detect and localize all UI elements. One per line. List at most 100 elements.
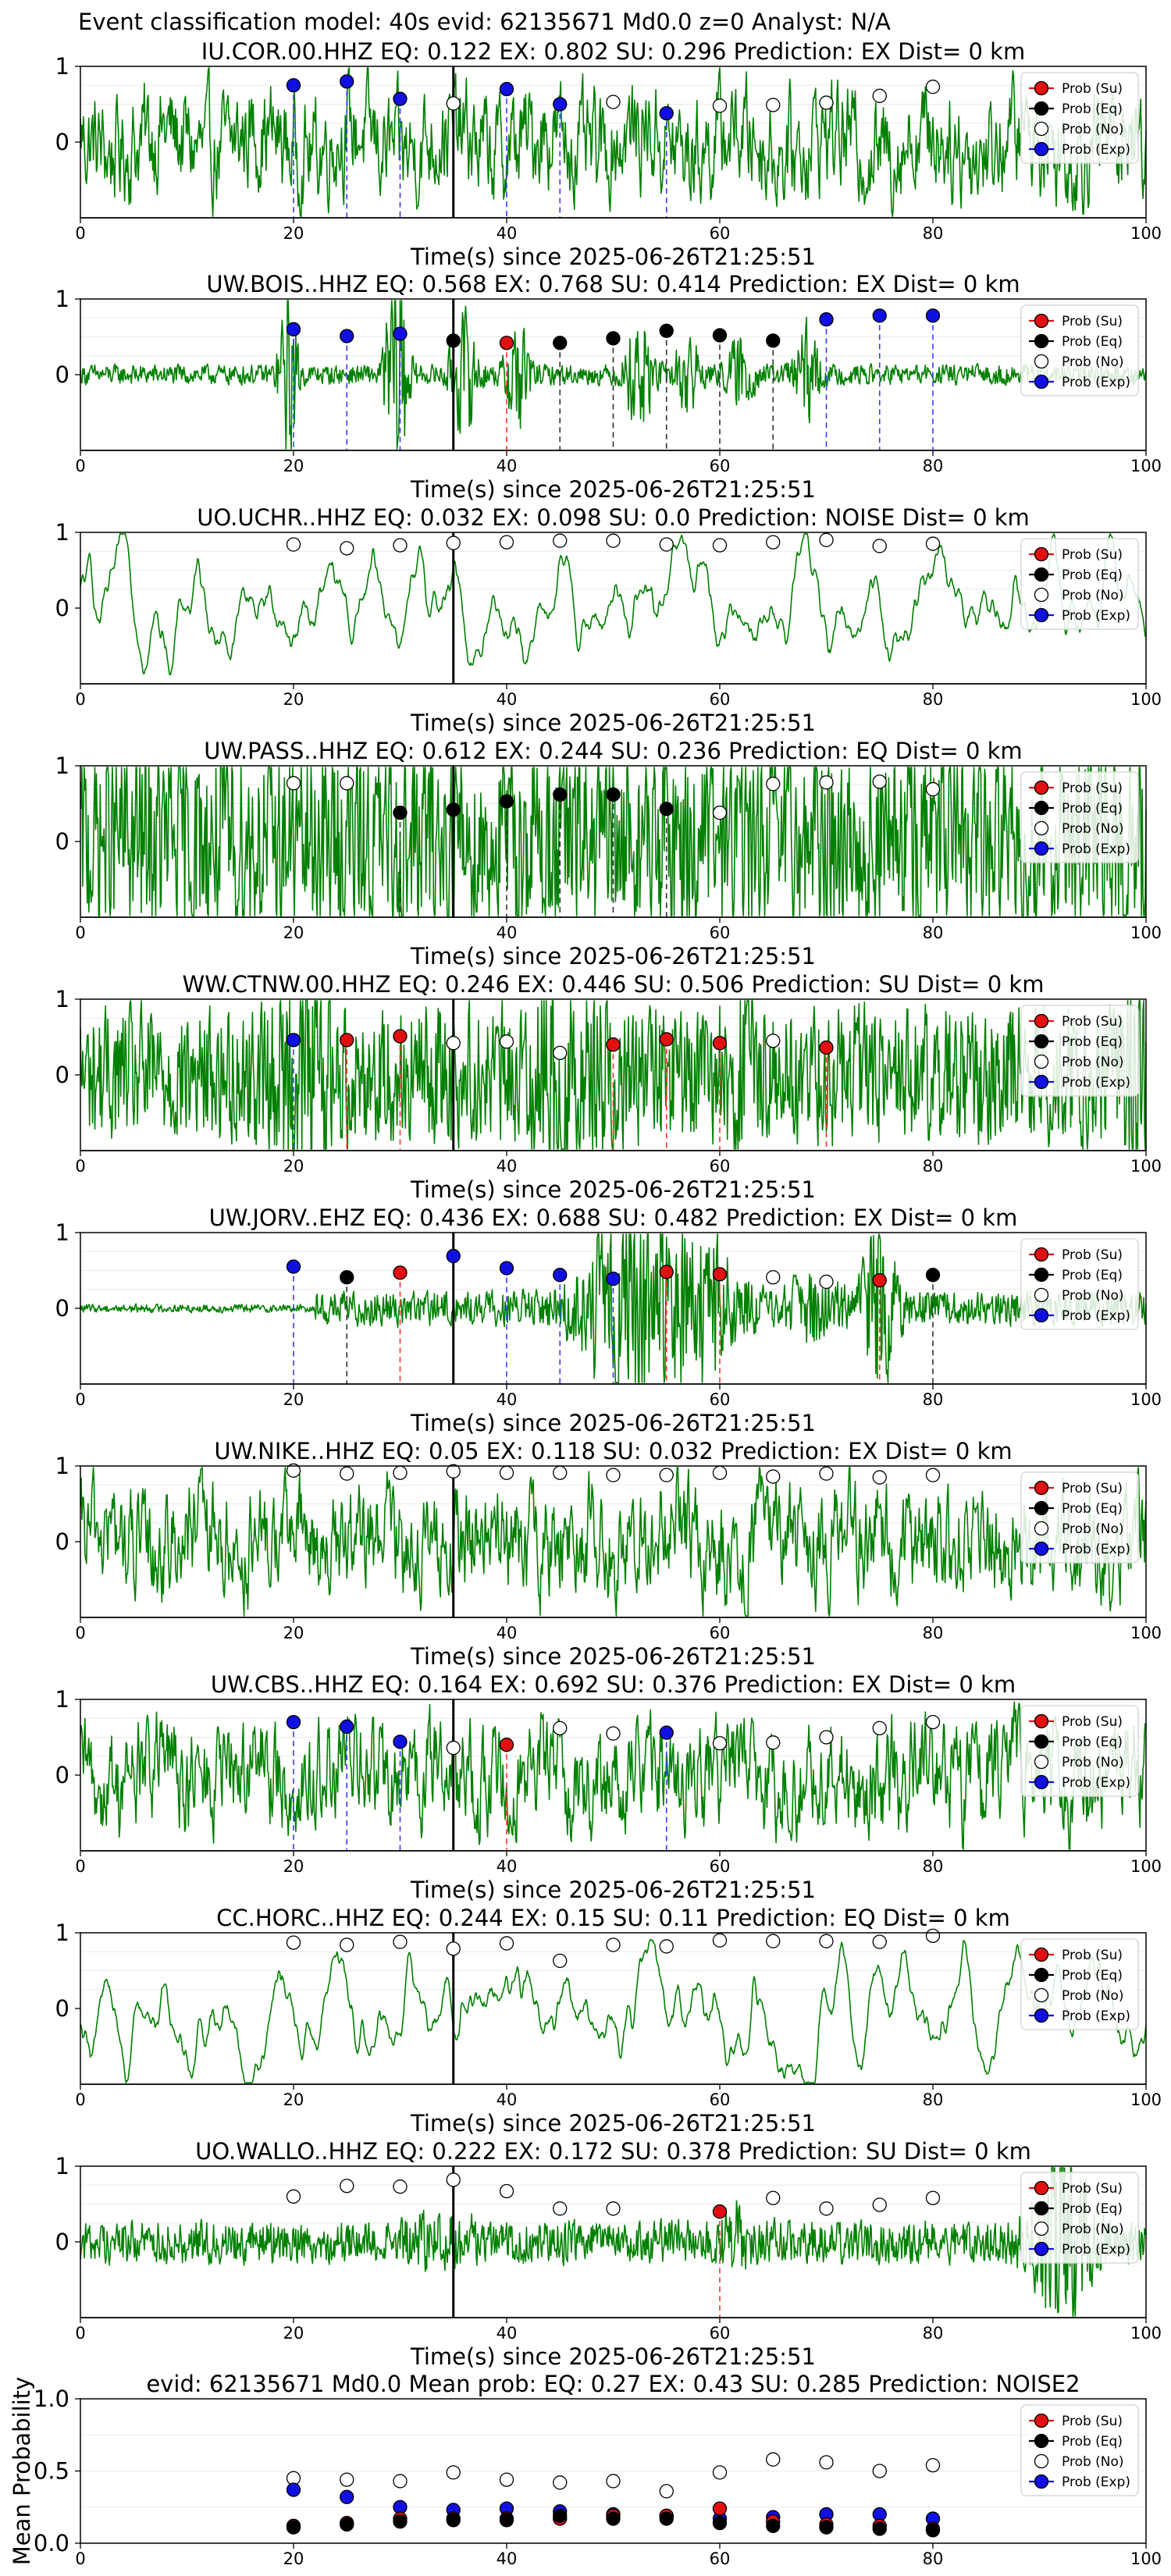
panel-3: UO.UCHR..HHZ EQ: 0.032 EX: 0.098 SU: 0.0… (55, 504, 1162, 736)
summary-legend: Prob (Su) Prob (Eq) Prob (No) Prob (Exp) (1020, 2404, 1139, 2496)
x-tick-label: 100 (1130, 1624, 1162, 1642)
y-tick-label: 0 (55, 1762, 69, 1788)
panel-legend: Prob (Su) Prob (Eq) Prob (No) Prob (Exp) (1020, 72, 1139, 164)
legend-marker-exp (1034, 1074, 1049, 1090)
prob-point-no (393, 2179, 408, 2194)
legend-marker-exp (1034, 374, 1049, 390)
legend-marker-eq (1034, 567, 1049, 582)
legend-marker-no (1034, 354, 1049, 369)
prob-point-no (340, 1937, 354, 1952)
x-tick-label: 80 (923, 690, 944, 709)
x-tick-label: 0 (75, 690, 85, 709)
legend-label-exp: Prob (Exp) (1062, 608, 1130, 624)
mean-prob-point-no (872, 2464, 887, 2478)
prob-point-no (499, 535, 514, 550)
panel-legend: Prob (Su) Prob (Eq) Prob (No) Prob (Exp) (1020, 538, 1139, 630)
panel-legend: Prob (Su) Prob (Eq) Prob (No) Prob (Exp) (1020, 304, 1139, 397)
x-tick-label: 20 (283, 2090, 304, 2109)
mean-prob-point-no (393, 2474, 408, 2489)
prob-point-su (659, 1032, 674, 1047)
prob-point-no (872, 1934, 887, 1949)
prob-point-no (766, 1270, 781, 1285)
panel-title: UW.CBS..HHZ EQ: 0.164 EX: 0.692 SU: 0.37… (211, 1671, 1016, 1698)
prob-point-no (553, 533, 568, 548)
prob-point-no (606, 2201, 621, 2216)
waveform-trace (80, 533, 1147, 676)
prob-point-eq (925, 1268, 941, 1283)
prob-point-no (766, 535, 781, 550)
legend-label-eq: Prob (Eq) (1062, 568, 1123, 583)
prob-point-no (393, 1934, 408, 1949)
legend-marker-su (1034, 1713, 1049, 1729)
x-tick-label: 80 (923, 457, 944, 475)
x-tick-label: 80 (923, 2090, 944, 2109)
x-tick-label: 20 (283, 2549, 304, 2568)
prob-point-no (446, 2172, 461, 2187)
prob-point-no (712, 805, 728, 820)
waveform-trace (80, 1701, 1147, 1850)
y-tick-label: 0 (55, 1062, 69, 1088)
legend-label-eq: Prob (Eq) (1062, 1034, 1123, 1050)
legend-marker-exp (1034, 2008, 1049, 2023)
y-tick-label: 1.0 (34, 2386, 69, 2412)
prob-point-su (606, 1037, 621, 1052)
panel-title: UW.NIKE..HHZ EQ: 0.05 EX: 0.118 SU: 0.03… (214, 1438, 1012, 1464)
prob-point-no (712, 1465, 728, 1480)
prob-point-su (659, 1265, 674, 1279)
y-tick-label: 0 (55, 361, 69, 388)
legend-label-no: Prob (No) (1062, 1288, 1124, 1304)
panel-title: WW.CTNW.00.HHZ EQ: 0.246 EX: 0.446 SU: 0… (183, 971, 1045, 998)
prob-point-su (499, 1738, 514, 1752)
prob-point-no (766, 98, 781, 112)
prob-point-no (712, 538, 728, 553)
x-tick-label: 100 (1130, 2090, 1162, 2109)
legend-marker-su (1034, 1947, 1049, 1962)
waveform-trace (80, 1467, 1147, 1617)
x-tick-label: 20 (283, 1390, 304, 1409)
x-axis-label: Time(s) since 2025-06-26T21:25:51 (410, 1643, 816, 1670)
legend-label-su: Prob (Su) (1062, 781, 1123, 796)
legend-label-su: Prob (Su) (1062, 1247, 1123, 1263)
x-tick-label: 60 (710, 2090, 731, 2109)
legend-label-no: Prob (No) (1062, 354, 1124, 370)
legend-label-su: Prob (Su) (1062, 2181, 1123, 2197)
panel-title: UW.JORV..EHZ EQ: 0.436 EX: 0.688 SU: 0.4… (209, 1204, 1018, 1231)
x-tick-label: 0 (75, 224, 85, 243)
prob-point-no (286, 2189, 301, 2204)
prob-point-exp (340, 1719, 354, 1735)
prob-point-exp (286, 322, 301, 336)
legend-marker-su (1034, 2413, 1049, 2428)
mean-prob-point-no (819, 2455, 834, 2470)
x-axis-label: Time(s) since 2025-06-26T21:25:51 (410, 476, 816, 503)
prob-point-exp (872, 308, 887, 323)
prob-point-no (606, 94, 621, 109)
prob-point-no (659, 1468, 674, 1482)
legend-marker-exp (1034, 2241, 1049, 2257)
waveform-trace (80, 1938, 1147, 2083)
prob-point-exp (286, 1259, 301, 1274)
mean-prob-point-no (340, 2472, 354, 2487)
y-tick-label: 1 (55, 1219, 69, 1246)
legend-label-exp: Prob (Exp) (1062, 1308, 1130, 1324)
y-tick-label: 1 (55, 1453, 69, 1479)
mean-prob-point-su (712, 2501, 728, 2516)
prob-point-eq (393, 805, 408, 820)
panel-legend: Prob (Su) Prob (Eq) Prob (No) Prob (Exp) (1020, 1005, 1139, 1097)
prob-point-no (286, 1463, 301, 1478)
legend-label-no: Prob (No) (1062, 588, 1124, 603)
mean-prob-point-eq (340, 2517, 354, 2532)
prob-point-no (340, 1466, 354, 1481)
legend-marker-su (1034, 2180, 1049, 2196)
legend-marker-exp (1034, 841, 1049, 856)
x-tick-label: 0 (75, 1390, 85, 1409)
x-tick-label: 80 (923, 923, 944, 942)
prob-point-no (925, 1928, 941, 1944)
legend-label-eq: Prob (Eq) (1062, 1968, 1123, 1984)
panel-8: UW.CBS..HHZ EQ: 0.164 EX: 0.692 SU: 0.37… (55, 1671, 1162, 1903)
prob-point-su (499, 336, 514, 350)
panel-2: UW.BOIS..HHZ EQ: 0.568 EX: 0.768 SU: 0.4… (55, 271, 1162, 503)
prob-point-no (819, 775, 834, 790)
legend-marker-su (1034, 80, 1049, 96)
legend-label-eq: Prob (Eq) (1062, 801, 1123, 817)
legend-marker-eq (1034, 800, 1049, 816)
